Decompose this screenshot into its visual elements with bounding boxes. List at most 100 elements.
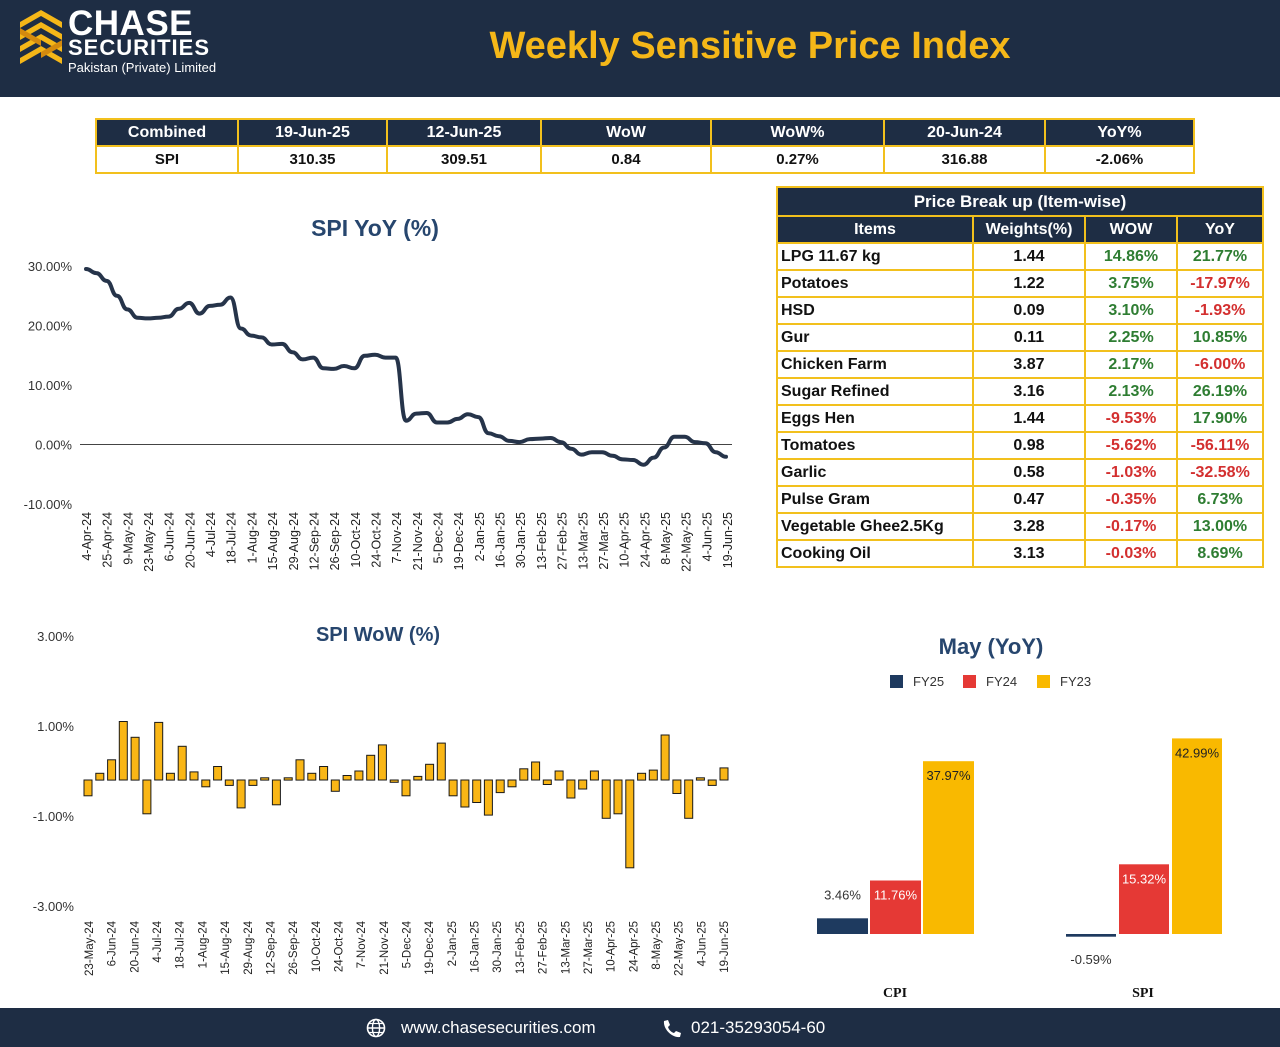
breakup-cell-item: Eggs Hen: [776, 404, 974, 433]
yoy-xtick-label: 27-Mar-25: [597, 512, 611, 570]
wow-xtick-label: 21-Nov-24: [379, 920, 391, 974]
breakup-cell-wow: -0.17%: [1084, 512, 1178, 541]
wow-xtick-label: 22-May-25: [674, 921, 686, 976]
spi-wow-chart: SPI WoW (%) 3.00% 1.00% -1.00% -3.00% 23-May…: [33, 624, 731, 976]
wow-bar: [460, 779, 470, 808]
wow-bar: [189, 771, 199, 781]
wow-bar: [142, 779, 152, 815]
breakup-row: Tomatoes 0.98 -5.62% -56.11%: [776, 431, 1265, 460]
wow-bar: [413, 775, 423, 781]
summary-data-row: SPI 310.35 309.51 0.84 0.27% 316.88 -2.0…: [95, 145, 1195, 174]
spi-yoy-title: SPI YoY (%): [311, 215, 439, 241]
yoy-xtick-label: 4-Apr-24: [80, 512, 94, 561]
wow-xtick-label: 5-Dec-24: [402, 920, 414, 968]
wow-bar: [260, 777, 270, 781]
breakup-cell-weight: 0.47: [972, 485, 1086, 514]
wow-bar: [295, 759, 305, 781]
summary-cell: 0.27%: [710, 145, 885, 174]
summary-header-cell: WoW%: [710, 118, 885, 147]
breakup-cell-yoy: 17.90%: [1175, 404, 1265, 433]
phone-link[interactable]: 021-35293054-60: [691, 1018, 826, 1037]
wow-bar: [660, 734, 670, 781]
may-category-label: SPI: [1132, 986, 1154, 1001]
yoy-xtick-label: 2-Jan-25: [473, 512, 487, 561]
wow-xtick-label: 26-Sep-24: [288, 920, 300, 974]
wow-xtick-label: 15-Aug-24: [220, 920, 232, 974]
wow-xtick-label: 1-Aug-24: [197, 920, 209, 968]
breakup-cell-yoy: 26.19%: [1175, 377, 1265, 406]
wow-xtick-label: 19-Jun-25: [719, 921, 731, 973]
may-bar-label: 15.32%: [1122, 871, 1167, 886]
yoy-ytick-label: -10.00%: [24, 497, 73, 512]
breakup-cell-weight: 1.22: [972, 269, 1086, 298]
breakup-cell-yoy: 21.77%: [1175, 242, 1265, 271]
wow-xtick-label: 10-Apr-25: [606, 921, 618, 972]
may-legend-label: FY25: [913, 674, 944, 689]
breakup-cell-item: Vegetable Ghee2.5Kg: [776, 512, 974, 541]
yoy-xtick-label: 25-Apr-24: [101, 512, 115, 568]
breakup-cell-yoy: 13.00%: [1175, 512, 1265, 541]
yoy-xtick-label: 10-Apr-25: [618, 512, 632, 568]
wow-bar: [283, 777, 293, 781]
yoy-xtick-label: 29-Aug-24: [287, 512, 301, 570]
breakup-cell-wow: -0.03%: [1084, 539, 1178, 568]
wow-xtick-label: 7-Nov-24: [356, 920, 368, 968]
breakup-cell-wow: -9.53%: [1084, 404, 1178, 433]
breakup-cell-yoy: -6.00%: [1175, 350, 1265, 379]
breakup-cell-weight: 1.44: [972, 404, 1086, 433]
wow-bar: [495, 779, 505, 794]
wow-bar: [719, 767, 729, 781]
wow-bar: [483, 779, 493, 816]
yoy-xtick-label: 15-Aug-24: [266, 512, 280, 570]
footer-bar: www.chasesecurities.com 021-35293054-60: [0, 1008, 1280, 1047]
breakup-cell-wow: 2.17%: [1084, 350, 1178, 379]
breakup-cell-item: Gur: [776, 323, 974, 352]
spi-yoy-chart: SPI YoY (%) 30.00% 20.00% 10.00% 0.00% -10.0…: [24, 215, 735, 572]
summary-table: Combined 19-Jun-25 12-Jun-25 WoW WoW% 20…: [95, 118, 1195, 174]
breakup-header-cell: Items: [776, 215, 974, 244]
may-bar-fy25: [817, 918, 868, 934]
wow-bar: [613, 779, 623, 815]
wow-bar: [165, 772, 175, 781]
may-legend-swatch: [890, 675, 903, 688]
wow-xtick-label: 27-Mar-25: [583, 921, 595, 974]
wow-bar: [542, 779, 552, 785]
wow-xtick-label: 13-Feb-25: [515, 921, 527, 974]
wow-bar: [342, 775, 352, 781]
wow-bar: [354, 770, 364, 781]
wow-bar: [118, 721, 128, 781]
summary-header-row: Combined 19-Jun-25 12-Jun-25 WoW WoW% 20…: [95, 118, 1195, 147]
wow-bar: [554, 770, 564, 781]
may-bar-label: 42.99%: [1175, 745, 1220, 760]
wow-bar: [637, 772, 647, 781]
may-legend-label: FY24: [986, 674, 1017, 689]
breakup-row: LPG 11.67 kg 1.44 14.86% 21.77%: [776, 242, 1265, 271]
breakup-cell-item: Tomatoes: [776, 431, 974, 460]
company-logo: CHASE SECURITIES Pakistan (Private) Limi…: [18, 6, 258, 88]
breakup-row: Chicken Farm 3.87 2.17% -6.00%: [776, 350, 1265, 379]
wow-bar: [684, 779, 694, 819]
phone-icon: [663, 1020, 681, 1038]
yoy-ytick-label: 10.00%: [28, 378, 73, 393]
wow-xtick-label: 16-Jan-25: [470, 921, 482, 973]
summary-header-cell: WoW: [540, 118, 712, 147]
summary-header-cell: 12-Jun-25: [386, 118, 542, 147]
website-link[interactable]: www.chasesecurities.com: [401, 1018, 596, 1037]
breakup-row: Garlic 0.58 -1.03% -32.58%: [776, 458, 1265, 487]
wow-bar: [201, 779, 211, 788]
wow-bar: [531, 761, 541, 781]
wow-bar: [578, 779, 588, 790]
yoy-xtick-label: 30-Jan-25: [514, 512, 528, 568]
globe-icon: [366, 1018, 386, 1038]
summary-header-cell: YoY%: [1044, 118, 1195, 147]
breakup-cell-yoy: 8.69%: [1175, 539, 1265, 568]
yoy-xtick-label: 8-May-25: [659, 512, 673, 565]
summary-cell: 0.84: [540, 145, 712, 174]
breakup-header-cell: WOW: [1084, 215, 1178, 244]
breakup-cell-wow: -0.35%: [1084, 485, 1178, 514]
breakup-cell-wow: 3.75%: [1084, 269, 1178, 298]
may-yoy-title: May (YoY): [939, 634, 1044, 659]
breakup-cell-wow: 2.25%: [1084, 323, 1178, 352]
yoy-xtick-label: 20-Jun-24: [183, 512, 197, 568]
may-bar-label: 37.97%: [926, 768, 971, 783]
